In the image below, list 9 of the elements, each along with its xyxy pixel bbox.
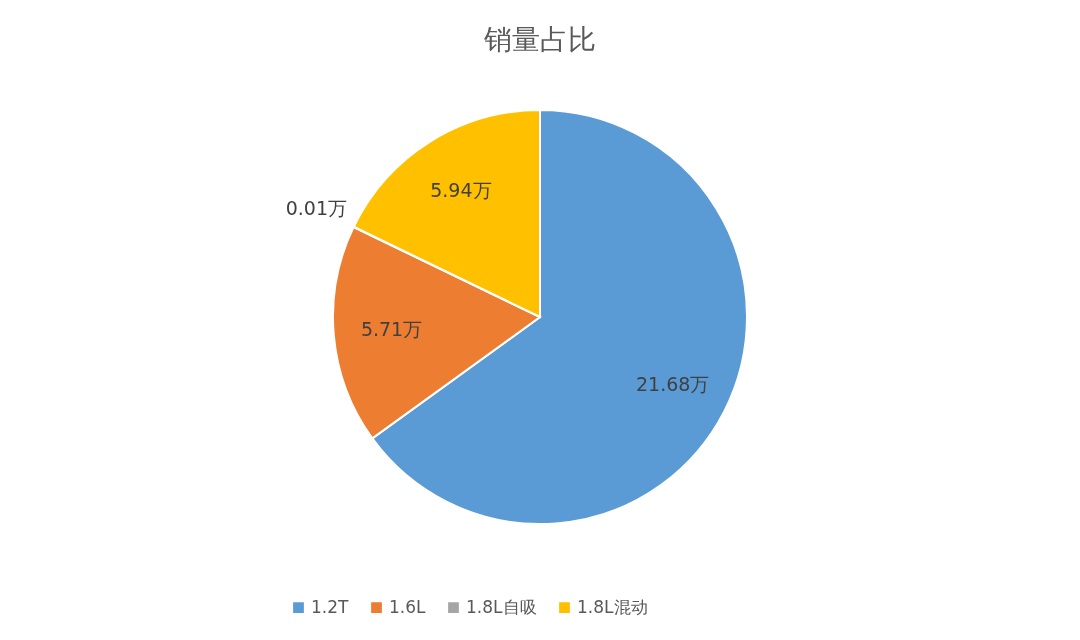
chart-title: 销量占比 [483,23,596,56]
legend-label: 1.8L自吸 [466,596,537,617]
legend-label: 1.2T [311,596,350,617]
legend-label: 1.6L [389,596,427,617]
data-label: 0.01万 [285,196,348,219]
data-label: 5.94万 [430,178,492,201]
data-label: 5.71万 [360,318,423,341]
legend-label: 1.8L混动 [577,596,648,617]
data-label: 21.68万 [636,372,710,395]
